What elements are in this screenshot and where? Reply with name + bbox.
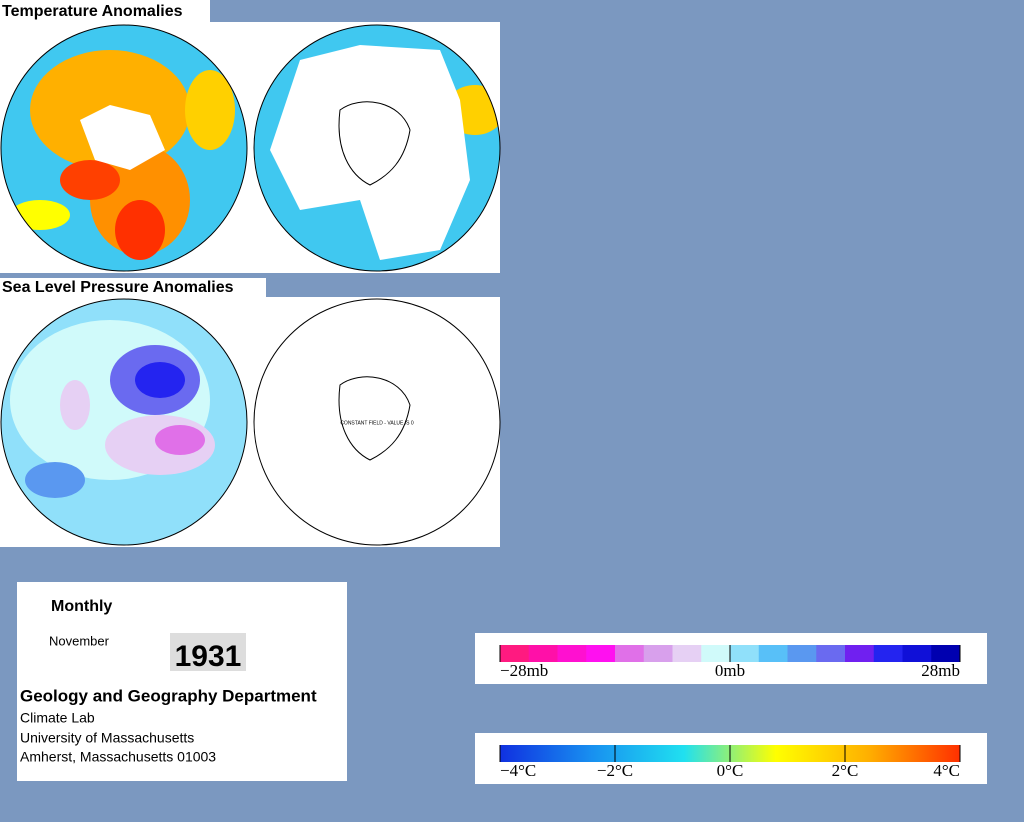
title-strip	[0, 278, 266, 297]
panel-title: Sea Level Pressure Anomalies	[2, 279, 234, 296]
legend-label: −2°C	[597, 761, 633, 780]
panel-title: Temperature Anomalies	[2, 3, 183, 20]
legend-label: 0mb	[715, 661, 745, 680]
field-note: CONSTANT FIELD - VALUE IS 0	[340, 420, 414, 426]
color-swatch	[902, 645, 932, 662]
color-swatch	[615, 645, 645, 662]
color-swatch	[931, 645, 961, 662]
address-line: Amherst, Massachusetts 01003	[20, 749, 216, 765]
legend-label: 0°C	[717, 761, 744, 780]
legend-label: 4°C	[933, 761, 960, 780]
globe-north-temp	[1, 25, 247, 271]
coastline	[338, 376, 411, 461]
color-swatch	[672, 645, 702, 662]
color-swatch	[500, 645, 530, 662]
legend-label: 2°C	[832, 761, 859, 780]
color-swatch	[701, 645, 731, 662]
year: 1931	[175, 640, 242, 673]
legend-label: −28mb	[500, 661, 548, 680]
globe-outline	[253, 24, 501, 272]
globe-south-temp	[254, 25, 500, 271]
globe-outline	[0, 298, 248, 546]
color-swatch	[758, 645, 788, 662]
globe-outline	[0, 24, 248, 272]
address-line: University of Massachusetts	[20, 730, 194, 746]
color-swatch	[528, 645, 558, 662]
department: Geology and Geography Department	[20, 686, 317, 705]
legend-label: 28mb	[921, 661, 960, 680]
color-swatch	[845, 645, 875, 662]
month: November	[49, 633, 110, 648]
legend-label: −4°C	[500, 761, 536, 780]
globe-north-pressure	[1, 299, 247, 545]
color-swatch	[816, 645, 846, 662]
color-swatch	[586, 645, 616, 662]
period: Monthly	[51, 598, 112, 615]
color-swatch	[730, 645, 760, 662]
color-swatch	[873, 645, 903, 662]
color-swatch	[557, 645, 587, 662]
title-strip	[0, 0, 210, 22]
color-swatch	[643, 645, 673, 662]
address-line: Climate Lab	[20, 710, 95, 726]
color-swatch	[787, 645, 817, 662]
year-box	[170, 633, 246, 671]
info-box	[17, 582, 347, 781]
